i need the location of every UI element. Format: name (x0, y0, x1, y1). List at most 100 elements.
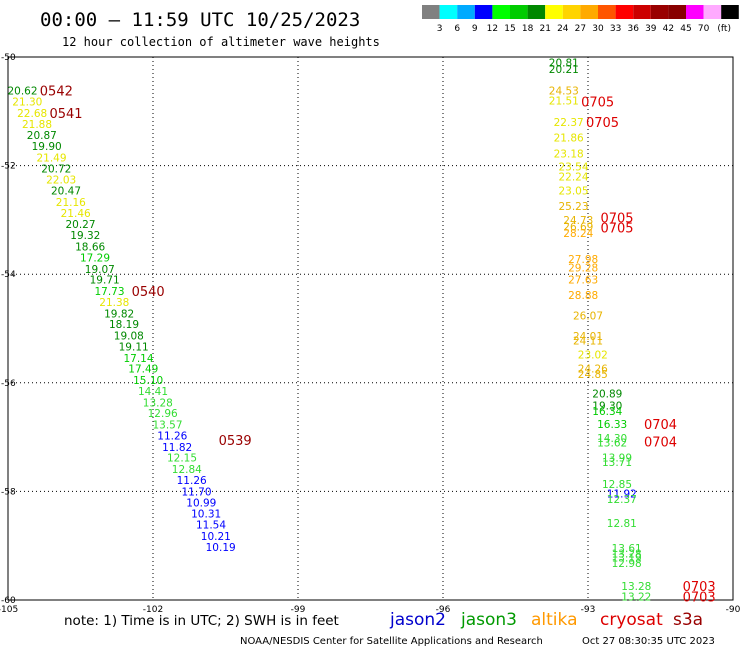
swh-value: 11.82 (162, 442, 192, 454)
legend-swatch (562, 5, 581, 19)
satellite-label: altika (531, 610, 578, 630)
swh-value: 24.85 (578, 369, 608, 381)
legend-swatch (545, 5, 563, 19)
swh-value: 19.71 (90, 275, 120, 287)
swh-value: 20.27 (65, 219, 95, 231)
pass-time-label: 0541 (49, 107, 82, 122)
legend-label: 15 (504, 24, 515, 34)
y-tick-label: -58 (1, 487, 16, 497)
satellite-label: jason3 (460, 610, 517, 630)
pass-time-label: 0705 (600, 222, 633, 237)
legend-swatch (580, 5, 598, 19)
swh-value: 13.61 (612, 543, 642, 555)
swh-value: 13.28 (612, 548, 642, 560)
swh-value: 13.28 (621, 581, 651, 593)
credit-text: NOAA/NESDIS Center for Satellite Applica… (240, 636, 543, 647)
pass-time-label: 0705 (581, 96, 614, 111)
swh-value: 27.63 (568, 275, 598, 287)
swh-value: 21.49 (36, 152, 66, 164)
legend-label: 6 (454, 24, 460, 34)
x-tick-label: -90 (726, 605, 740, 615)
swh-value: 12.96 (148, 408, 178, 420)
swh-value: 19.11 (119, 341, 149, 353)
swh-value: 12.37 (607, 494, 637, 506)
legend-swatch (650, 5, 669, 19)
legend-label: 3 (437, 24, 443, 34)
swh-value: 21.88 (22, 119, 52, 131)
swh-value: 23.02 (578, 350, 608, 362)
swh-value: 19.30 (592, 401, 622, 413)
y-tick-label: -56 (1, 379, 16, 389)
swh-value: 24.01 (573, 331, 603, 343)
x-tick-label: -105 (0, 605, 18, 615)
swh-value: 11.26 (157, 430, 187, 442)
swh-value: 20.21 (549, 64, 579, 76)
pass-time-label: 0540 (132, 285, 165, 300)
legend-label: 30 (592, 24, 604, 34)
swh-value: 12.98 (612, 558, 642, 570)
legend-swatch (721, 5, 739, 19)
y-tick-label: -50 (1, 53, 16, 63)
swh-value: 20.81 (549, 57, 579, 69)
swh-value: 25.23 (558, 201, 588, 213)
swh-value: 19.82 (104, 308, 134, 320)
legend-unit: (ft) (717, 24, 731, 34)
pass-time-label: 0705 (586, 116, 619, 131)
y-tick-label: -54 (1, 270, 16, 280)
plot-frame (7, 56, 734, 601)
swh-value: 22.68 (17, 108, 47, 120)
swh-value: 19.08 (114, 331, 144, 343)
swh-value: 29.28 (568, 263, 598, 275)
swh-value: 13.19 (612, 553, 642, 565)
swh-value: 24.73 (563, 215, 593, 227)
swh-value: 23.18 (554, 149, 584, 161)
swh-value: 21.16 (56, 197, 86, 209)
swh-value: 13.22 (621, 592, 651, 604)
color-legend: 3 6 9 12 15 18 21 24 27 30 33 36 39 42 45 70 (ft) (422, 5, 739, 34)
pass-time-label: 0704 (644, 435, 677, 450)
pass-time-label: 0542 (40, 85, 73, 100)
swh-value: 12.84 (172, 464, 202, 476)
swh-value: 20.87 (27, 130, 57, 142)
swh-value: 11.92 (607, 489, 637, 501)
swh-value: 14.41 (138, 386, 168, 398)
plot-area: -105 -102 -99 -96 -93 -90 -50 -52 -54 -56 -58 -60 20… (0, 53, 740, 615)
legend-swatch (439, 5, 458, 19)
swh-value: 14.30 (597, 433, 627, 445)
swh-value: 11.54 (196, 520, 226, 532)
swh-value: 23.05 (558, 186, 588, 198)
y-tick-label: -60 (1, 596, 16, 606)
swh-value: 22.03 (46, 175, 76, 187)
legend-label: 21 (539, 24, 550, 34)
y-tick-label: -52 (1, 162, 16, 172)
legend-swatch (457, 5, 475, 19)
legend-swatch (686, 5, 704, 19)
swh-value: 17.49 (128, 364, 158, 376)
x-tick-label: -96 (436, 605, 451, 615)
swh-value: 12.15 (167, 453, 197, 465)
swh-value: 20.72 (41, 163, 71, 175)
swh-value: 21.86 (554, 132, 584, 144)
swh-value: 23.54 (558, 162, 588, 174)
swh-value: 22.24 (558, 171, 588, 183)
legend-swatch (527, 5, 546, 19)
legend-swatch (703, 5, 722, 19)
swh-value: 19.07 (85, 264, 115, 276)
legend-label: 24 (557, 24, 569, 34)
swh-value: 17.14 (123, 353, 153, 365)
legend-label: 39 (645, 24, 657, 34)
swh-value: 10.99 (186, 497, 216, 509)
swh-value: 24.26 (578, 364, 608, 376)
swh-value: 13.28 (143, 397, 173, 409)
swh-value: 28.88 (568, 290, 598, 302)
legend-label: 45 (680, 24, 691, 34)
swh-value: 11.70 (181, 486, 211, 498)
legend-label: 12 (487, 24, 498, 34)
satellite-label: cryosat (600, 610, 663, 630)
swh-value: 18.66 (75, 242, 105, 254)
satellite-legend: jason2 jason3 altika cryosat s3a (389, 610, 703, 630)
timestamp-text: Oct 27 08:30:35 UTC 2023 (582, 636, 715, 647)
swh-value: 19.32 (70, 230, 100, 242)
pass-time-label: 0705 (600, 212, 633, 227)
